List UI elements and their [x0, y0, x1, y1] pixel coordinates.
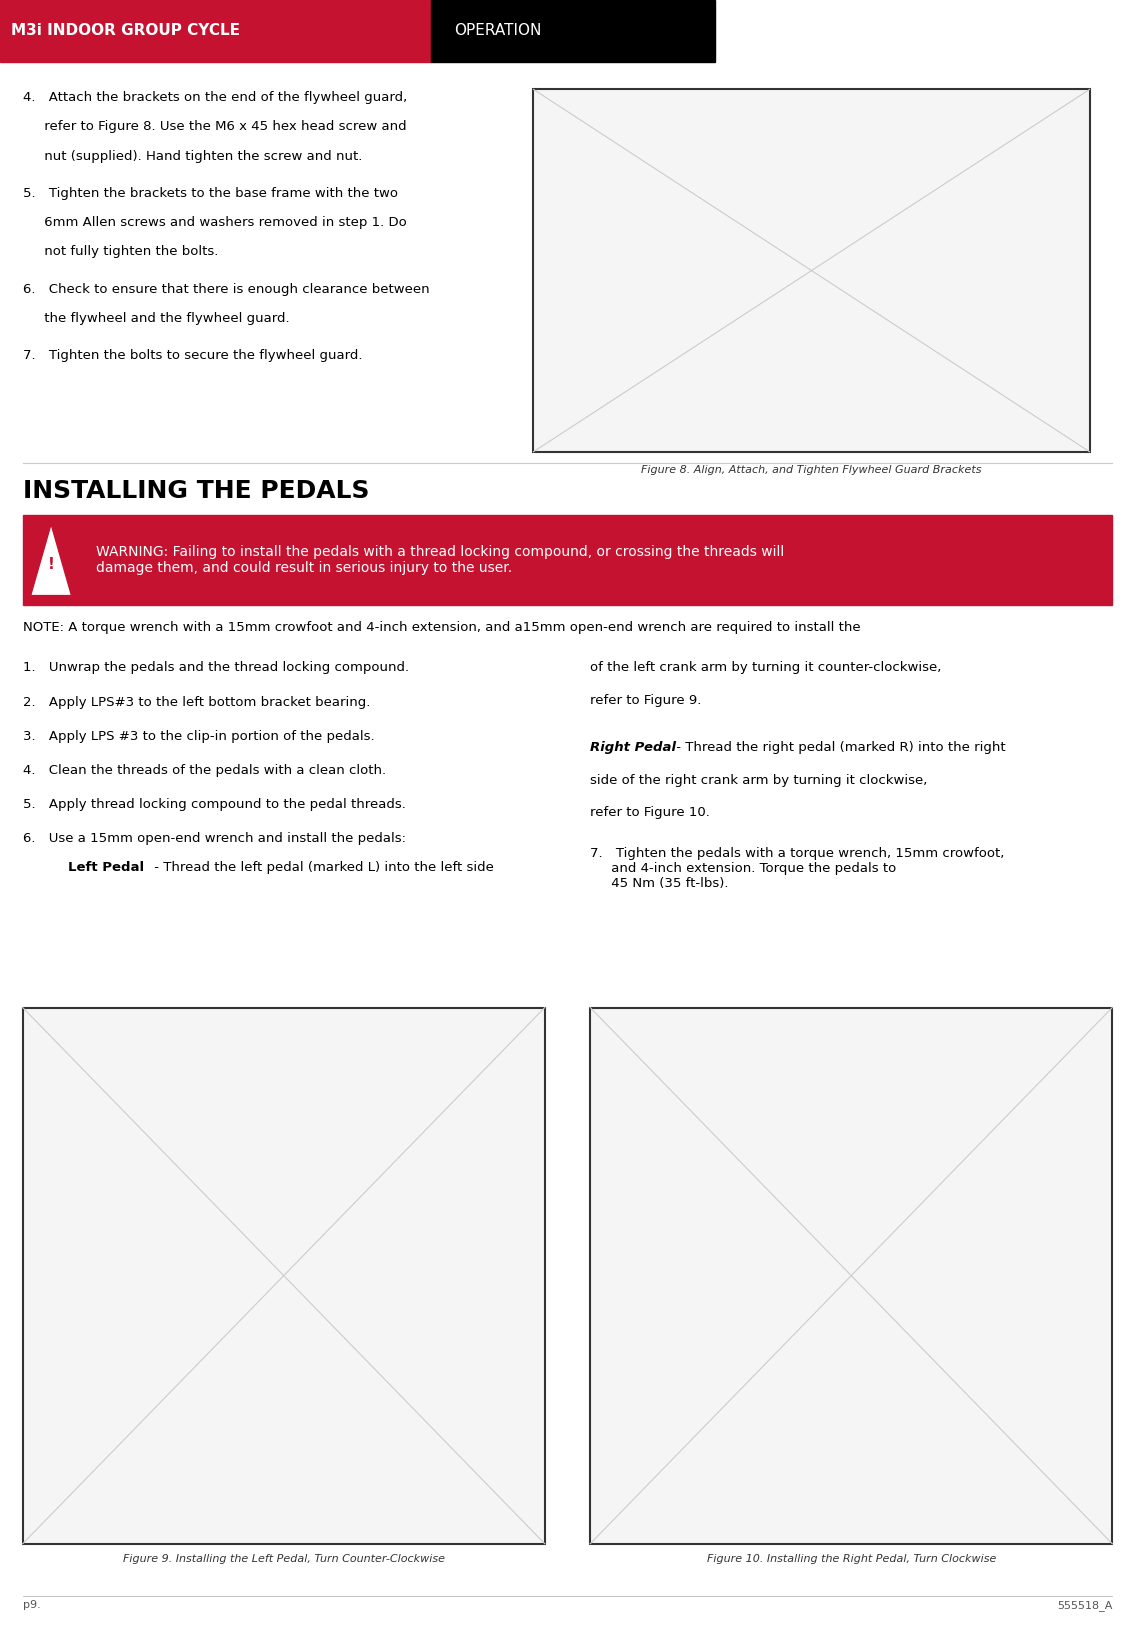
Bar	[23, 515, 1112, 604]
Bar	[590, 1008, 1112, 1544]
Text: 4. Attach the brackets on the end of the flywheel guard,: 4. Attach the brackets on the end of the…	[23, 91, 407, 104]
Text: 5. Tighten the brackets to the base frame with the two: 5. Tighten the brackets to the base fram…	[23, 187, 397, 200]
Text: refer to Figure 8. Use the M6 x 45 hex head screw and: refer to Figure 8. Use the M6 x 45 hex h…	[23, 120, 406, 133]
Text: 3. Apply LPS #3 to the clip-in portion of the pedals.: 3. Apply LPS #3 to the clip-in portion o…	[23, 730, 375, 743]
Text: WARNING: Failing to install the pedals with a thread locking compound, or crossi: WARNING: Failing to install the pedals w…	[96, 544, 784, 575]
Text: Figure 10. Installing the Right Pedal, Turn Clockwise: Figure 10. Installing the Right Pedal, T…	[707, 1554, 995, 1563]
Text: side of the right crank arm by turning it clockwise,: side of the right crank arm by turning i…	[590, 774, 927, 786]
Text: 5. Apply thread locking compound to the pedal threads.: 5. Apply thread locking compound to the …	[23, 798, 405, 811]
Text: Figure 8. Align, Attach, and Tighten Flywheel Guard Brackets: Figure 8. Align, Attach, and Tighten Fly…	[641, 465, 982, 474]
Text: 7. Tighten the pedals with a torque wrench, 15mm crowfoot,
     and 4-inch exten: 7. Tighten the pedals with a torque wren…	[590, 847, 1004, 889]
Text: - Thread the left pedal (marked L) into the left side: - Thread the left pedal (marked L) into …	[150, 861, 494, 874]
Bar	[0, 0, 431, 62]
Bar	[533, 89, 1090, 452]
Text: 6. Check to ensure that there is enough clearance between: 6. Check to ensure that there is enough …	[23, 283, 429, 296]
Text: 1. Unwrap the pedals and the thread locking compound.: 1. Unwrap the pedals and the thread lock…	[23, 661, 409, 674]
Text: nut (supplied). Hand tighten the screw and nut.: nut (supplied). Hand tighten the screw a…	[23, 150, 362, 162]
Text: 6mm Allen screws and washers removed in step 1. Do: 6mm Allen screws and washers removed in …	[23, 216, 406, 229]
Text: p9.: p9.	[23, 1601, 41, 1610]
Text: 4. Clean the threads of the pedals with a clean cloth.: 4. Clean the threads of the pedals with …	[23, 764, 386, 777]
Text: the flywheel and the flywheel guard.: the flywheel and the flywheel guard.	[23, 312, 289, 325]
Text: not fully tighten the bolts.: not fully tighten the bolts.	[23, 245, 218, 258]
Text: M3i INDOOR GROUP CYCLE: M3i INDOOR GROUP CYCLE	[11, 23, 241, 39]
Text: 6. Use a 15mm open-end wrench and install the pedals:: 6. Use a 15mm open-end wrench and instal…	[23, 832, 405, 845]
Text: Right Pedal: Right Pedal	[590, 741, 676, 754]
Text: 2. Apply LPS#3 to the left bottom bracket bearing.: 2. Apply LPS#3 to the left bottom bracke…	[23, 696, 370, 708]
Text: NOTE: A torque wrench with a 15mm crowfoot and 4-inch extension, and a15mm open-: NOTE: A torque wrench with a 15mm crowfo…	[23, 621, 860, 634]
Text: Left Pedal: Left Pedal	[68, 861, 144, 874]
Text: refer to Figure 9.: refer to Figure 9.	[590, 694, 701, 707]
Text: 7. Tighten the bolts to secure the flywheel guard.: 7. Tighten the bolts to secure the flywh…	[23, 349, 362, 362]
Text: INSTALLING THE PEDALS: INSTALLING THE PEDALS	[23, 479, 369, 504]
Text: - Thread the right pedal (marked R) into the right: - Thread the right pedal (marked R) into…	[672, 741, 1006, 754]
Text: refer to Figure 10.: refer to Figure 10.	[590, 806, 711, 819]
Bar	[431, 0, 715, 62]
Text: !: !	[48, 557, 54, 572]
Text: Figure 9. Installing the Left Pedal, Turn Counter-Clockwise: Figure 9. Installing the Left Pedal, Tur…	[123, 1554, 445, 1563]
Text: OPERATION: OPERATION	[454, 23, 541, 39]
Text: of the left crank arm by turning it counter-clockwise,: of the left crank arm by turning it coun…	[590, 661, 942, 674]
Polygon shape	[31, 523, 72, 595]
Text: 555518_A: 555518_A	[1057, 1601, 1112, 1610]
Bar	[23, 1008, 545, 1544]
